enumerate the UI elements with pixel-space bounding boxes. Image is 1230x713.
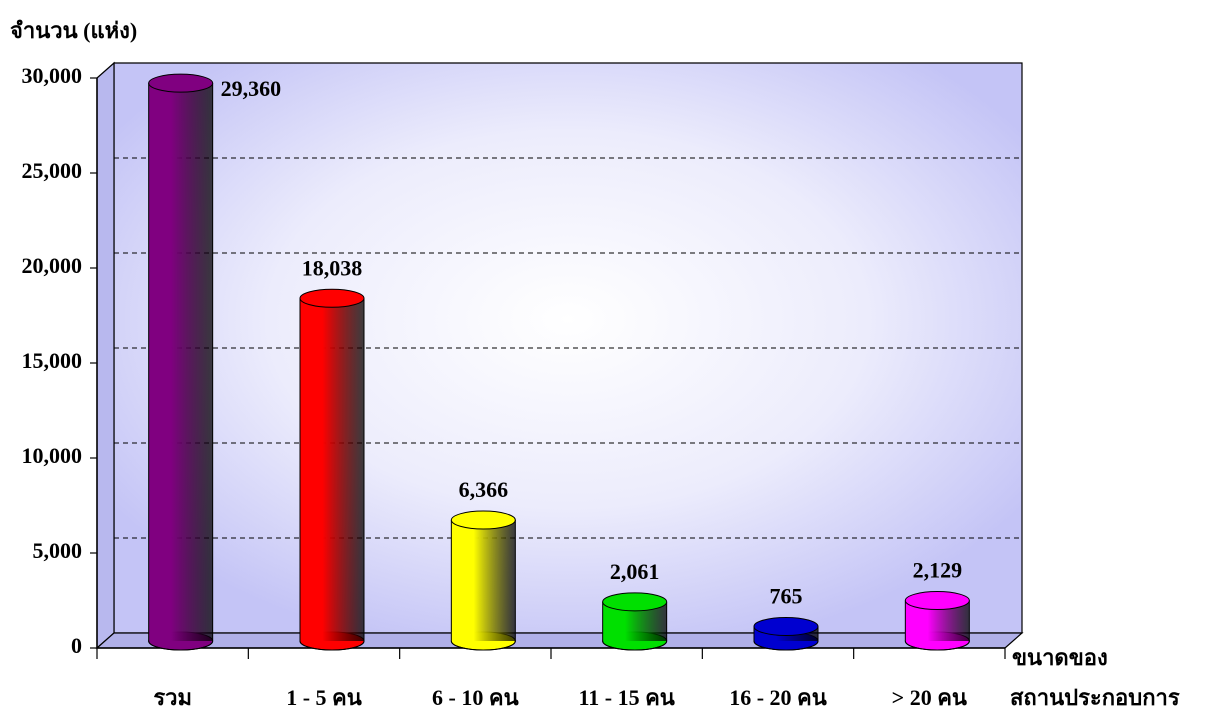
x-tick-label: 1 - 5 คน [286,685,362,710]
cylinder [299,288,365,651]
cylinder [148,73,214,651]
y-tick-label: 25,000 [22,158,83,183]
data-label: 18,038 [302,255,363,280]
bar-bottom-edge [753,640,819,651]
x-axis-title: สถานประกอบการ [1010,685,1180,710]
x-tick-label: 6 - 10 คน [432,685,519,710]
bar-top [148,73,214,93]
cylinder [602,592,668,651]
bar-top [450,510,516,530]
side-wall [96,61,115,650]
floor [95,632,1024,649]
data-label: 29,360 [221,76,282,101]
y-axis-title: จำนวน (แห่ง) [10,18,137,43]
bar [451,520,516,641]
cylinder [450,510,516,651]
bar-bottom-edge [299,640,365,651]
bar-bottom-edge [450,640,516,651]
bar-bottom-edge [904,640,970,651]
bar-top [904,591,970,611]
cylinder [904,591,970,651]
y-tick-label: 0 [71,633,82,658]
data-label: 2,129 [913,558,963,583]
x-tick-label: 16 - 20 คน [729,685,827,710]
bar-top [602,592,668,612]
bar-bottom-edge [602,640,668,651]
y-tick-label: 20,000 [22,253,83,278]
bar-top [753,616,819,636]
data-label: 6,366 [459,477,509,502]
x-tick-label: 11 - 15 คน [578,685,674,710]
y-tick-label: 10,000 [22,443,83,468]
y-tick-label: 30,000 [22,63,83,88]
cylinder [753,616,819,651]
y-tick-label: 5,000 [33,538,83,563]
bar-top [299,288,365,308]
x-tick-label: > 20 คน [892,685,967,710]
x-axis-title: ขนาดของ [1012,645,1108,670]
x-tick-label: รวม [153,685,192,710]
bar [148,83,213,641]
bar [300,298,364,641]
bar-bottom-edge [148,640,214,651]
data-label: 2,061 [610,559,660,584]
data-label: 765 [770,584,803,609]
y-tick-label: 15,000 [22,348,83,373]
